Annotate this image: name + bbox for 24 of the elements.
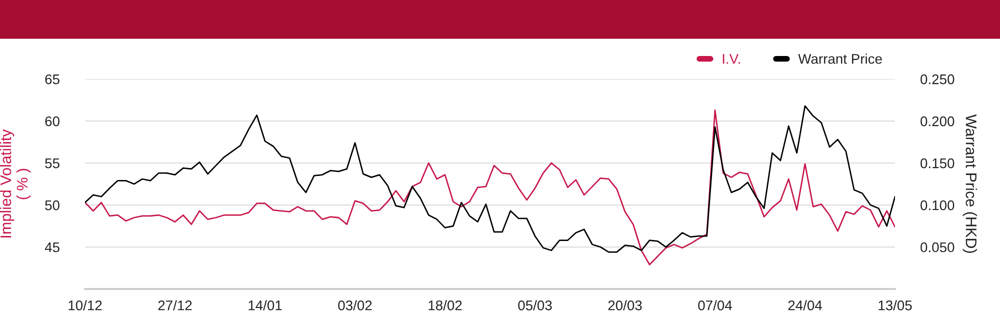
y2-tick-label: 0.100: [920, 200, 954, 210]
y-tick-label: 60: [45, 116, 60, 126]
y-tick-label: 50: [45, 200, 60, 210]
y2-axis-title: Warrant Price (HKD): [962, 114, 977, 253]
y-tick-label: 45: [44, 242, 60, 252]
x-tick-label: 07/04: [698, 300, 732, 310]
x-tick-label: 03/02: [338, 300, 372, 310]
y-axis-title: Implied Volatility ( % ): [0, 129, 31, 238]
x-tick-label: 27/12: [158, 300, 192, 310]
y2-tick-label: 0.050: [920, 242, 954, 252]
x-tick-label: 05/03: [518, 300, 552, 310]
x-tick-label: 10/12: [68, 300, 102, 310]
y2-tick-label: 0.150: [920, 158, 954, 168]
x-tick-label: 24/04: [788, 300, 822, 310]
x-tick-label: 13/05: [878, 300, 912, 310]
y2-tick-label: 0.250: [920, 74, 954, 84]
y-tick-label: 55: [45, 158, 60, 168]
x-tick-label: 18/02: [428, 300, 462, 310]
y-tick-label: 65: [45, 74, 60, 84]
x-tick-label: 20/03: [608, 300, 642, 310]
legend-label: Warrant Price: [798, 54, 882, 64]
y2-tick-label: 0.200: [920, 116, 954, 126]
legend-label: I.V.: [722, 54, 740, 64]
x-tick-label: 14/01: [248, 300, 282, 310]
